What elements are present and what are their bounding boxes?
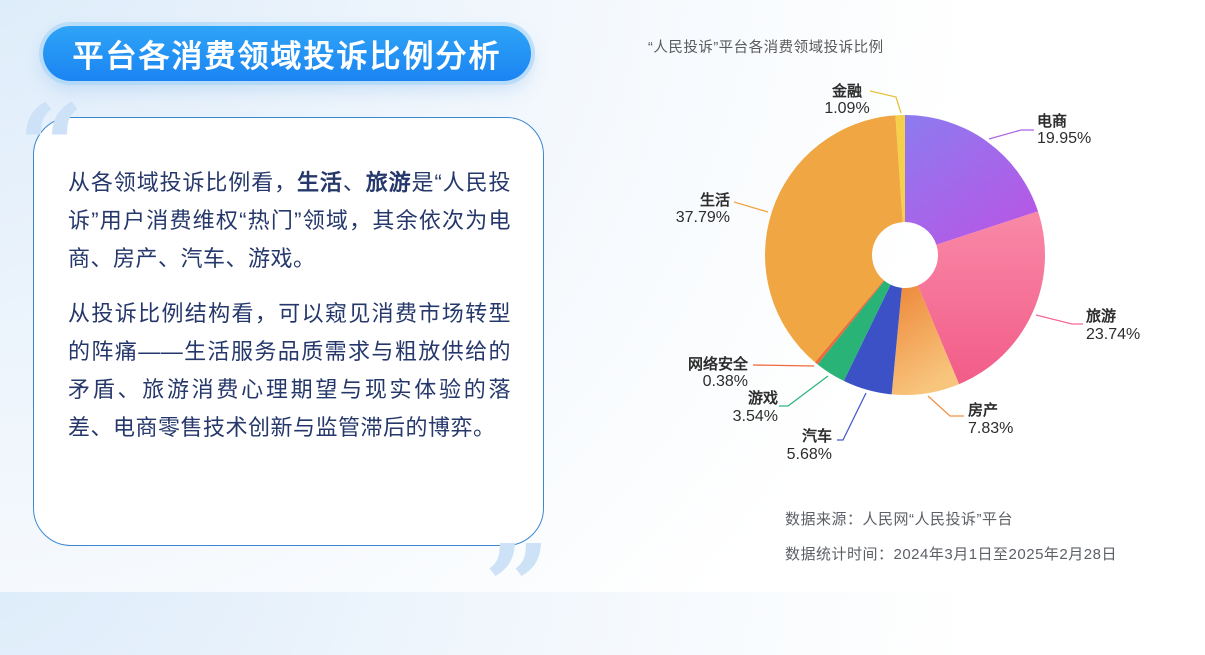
label-leader-生活 <box>733 201 769 213</box>
pie-label-name-金融: 金融 <box>831 82 862 100</box>
pie-label-name-房产: 房产 <box>968 401 998 419</box>
page-title: 平台各消费领域投诉比例分析 <box>43 26 531 81</box>
pie-label-name-汽车: 汽车 <box>802 427 832 445</box>
pie-label-name-游戏: 游戏 <box>748 389 778 407</box>
pie-slice-电商[interactable] <box>905 115 1039 245</box>
pie-label-value-游戏: 3.54% <box>733 408 778 425</box>
label-leader-房产 <box>927 395 964 417</box>
label-leader-网络安全 <box>752 364 815 367</box>
pie-label-value-电商: 19.95% <box>1037 130 1091 147</box>
card-paragraph-2: 从投诉比例结构看，可以窥见消费市场转型的阵痛——生活服务品质需求与粗放供给的矛盾… <box>68 301 511 440</box>
pie-label-value-旅游: 23.74% <box>1086 326 1140 343</box>
label-leader-汽车 <box>837 392 867 441</box>
pie-slice-金融[interactable] <box>895 115 905 223</box>
pie-slice-生活[interactable] <box>764 115 903 363</box>
pie-slice-汽车[interactable] <box>843 284 902 395</box>
keyword-travel: 旅游 <box>365 170 412 195</box>
keyword-separator: 、 <box>342 170 366 195</box>
pie-label-name-电商: 电商 <box>1037 112 1067 130</box>
label-leader-金融 <box>869 90 902 114</box>
pie-label-name-网络安全: 网络安全 <box>688 355 749 373</box>
pie-slice-网络安全[interactable] <box>814 280 885 365</box>
paragraph-1-lead: 从各领域投诉比例看， <box>68 170 298 195</box>
data-source-line: 数据来源：人民网“人民投诉”平台 <box>785 511 1013 528</box>
pie-label-value-金融: 1.09% <box>824 100 869 117</box>
card-paragraph-1: 从各领域投诉比例看，生活、旅游是“人民投诉”用户消费维权“热门”领域，其余依次为… <box>68 164 511 278</box>
page-title-text: 平台各消费领域投诉比例分析 <box>72 39 502 74</box>
pie-label-value-汽车: 5.68% <box>787 446 832 463</box>
pie-slice-游戏[interactable] <box>817 280 891 381</box>
keyword-life: 生活 <box>297 170 343 195</box>
chart-title: “人民投诉”平台各消费领域投诉比例 <box>648 40 884 56</box>
pie-slice-旅游[interactable] <box>917 211 1045 385</box>
label-leader-旅游 <box>1035 314 1083 325</box>
pie-label-value-房产: 7.83% <box>968 420 1013 437</box>
data-period-line: 数据统计时间：2024年3月1日至2025年2月28日 <box>785 546 1117 563</box>
pie-slice-房产[interactable] <box>891 285 960 395</box>
pie-label-value-生活: 37.79% <box>676 209 730 226</box>
pie-label-name-旅游: 旅游 <box>1086 307 1116 325</box>
label-leader-游戏 <box>779 375 829 407</box>
paragraph-1-rest: 是“人民投诉”用户消费维权“热门”领域，其余依次为电商、房产、汽车、游戏。 <box>68 170 511 271</box>
label-leader-电商 <box>988 129 1034 140</box>
pie-label-name-生活: 生活 <box>700 191 730 209</box>
pie-label-value-网络安全: 0.38% <box>703 373 748 390</box>
summary-card: 从各领域投诉比例看，生活、旅游是“人民投诉”用户消费维权“热门”领域，其余依次为… <box>33 117 544 546</box>
